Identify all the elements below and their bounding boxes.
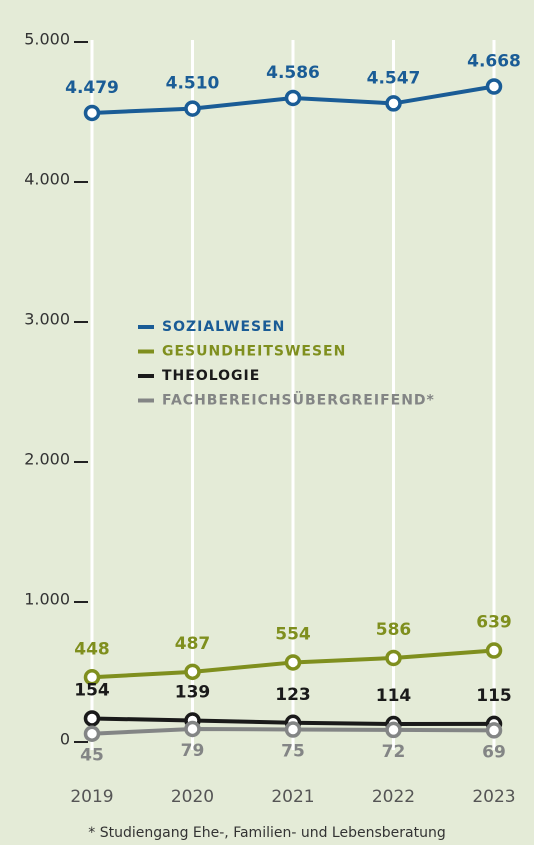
point-marker	[385, 95, 402, 112]
point-marker	[485, 642, 503, 659]
point-marker	[184, 663, 201, 681]
point-marker	[184, 720, 201, 738]
point-marker	[284, 89, 302, 107]
point-marker	[485, 722, 503, 739]
point-marker	[385, 721, 402, 739]
legend-label: FACHBEREICHSÜBERGREIFEND*	[162, 391, 435, 409]
data-label: 4.547	[367, 68, 421, 88]
data-label: 639	[476, 613, 512, 633]
data-label: 115	[476, 686, 512, 706]
x-tick-label: 2023	[472, 787, 515, 807]
legend-label: GESUNDHEITSWESEN	[162, 344, 346, 360]
data-label: 4.586	[266, 63, 320, 83]
y-tick-label: 1.000	[24, 590, 70, 609]
data-label: 114	[376, 686, 412, 706]
data-label: 4.479	[65, 78, 119, 98]
point-marker	[385, 649, 402, 667]
data-label: 45	[80, 746, 104, 766]
data-label: 448	[74, 639, 110, 659]
data-label: 554	[275, 624, 311, 644]
footnote: * Studiengang Ehe-, Familien- und Lebens…	[88, 825, 445, 841]
data-label: 487	[175, 634, 211, 654]
legend-label: THEOLOGIE	[162, 368, 260, 384]
point-marker	[184, 100, 201, 117]
y-tick-label: 5.000	[24, 30, 70, 49]
data-label: 4.510	[166, 74, 220, 94]
data-label: 72	[382, 742, 406, 762]
y-tick-label: 0	[60, 730, 70, 749]
data-label: 79	[181, 741, 205, 761]
y-tick-label: 2.000	[24, 450, 70, 469]
data-label: 154	[74, 680, 110, 700]
data-label: 69	[482, 742, 506, 762]
point-marker	[83, 725, 101, 742]
x-tick-label: 2022	[372, 787, 415, 807]
point-marker	[83, 710, 101, 727]
x-tick-label: 2021	[271, 787, 314, 807]
point-marker	[83, 669, 101, 686]
x-tick-label: 2019	[70, 787, 113, 807]
point-marker	[485, 78, 503, 95]
point-marker	[284, 721, 302, 738]
data-label: 123	[275, 685, 311, 705]
point-marker	[83, 104, 101, 122]
x-tick-label: 2020	[171, 787, 214, 807]
data-label: 586	[376, 620, 412, 640]
y-tick-label: 3.000	[24, 310, 70, 329]
data-label: 4.668	[467, 51, 521, 71]
y-tick-label: 4.000	[24, 170, 70, 189]
point-marker	[284, 654, 302, 671]
data-label: 139	[175, 683, 211, 703]
legend-label: SOZIALWESEN	[162, 319, 285, 335]
data-label: 75	[281, 742, 305, 762]
